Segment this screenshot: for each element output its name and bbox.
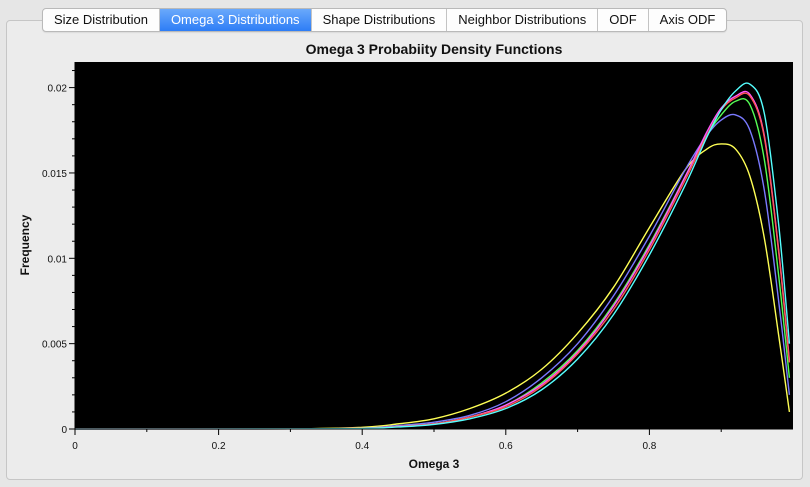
- plot-area: [75, 62, 793, 429]
- axes-group: 0 0.2 0.4 0.6 0.8 0 0.005 0.01 0.015 0.02: [42, 62, 793, 452]
- tab-axis-odf[interactable]: Axis ODF: [659, 12, 716, 27]
- x-tick-label: 0.2: [212, 441, 226, 452]
- chart-title: Omega 3 Probabiity Density Functions: [306, 41, 563, 57]
- tab-odf[interactable]: ODF: [598, 9, 649, 31]
- y-tick-label: 0.015: [42, 169, 67, 180]
- y-tick-label: 0.02: [48, 84, 68, 95]
- x-tick-label: 0.6: [499, 441, 513, 452]
- tab-omega3-distributions[interactable]: Omega 3 Distributions: [159, 9, 312, 31]
- series-line-5: [74, 82, 791, 430]
- y-tick-label: 0.01: [48, 254, 68, 265]
- tab-bar: Size Distribution Omega 3 Distributions …: [42, 8, 728, 32]
- tab-shape-distributions[interactable]: Shape Distributions: [312, 9, 448, 31]
- tab-neighbor-distributions[interactable]: Neighbor Distributions: [447, 9, 599, 31]
- series-group: [74, 82, 791, 430]
- y-tick-label: 0.005: [42, 340, 67, 351]
- x-axis-label: Omega 3: [409, 457, 460, 471]
- tab-size-distribution[interactable]: Size Distribution: [43, 9, 160, 31]
- x-tick-label: 0.4: [355, 441, 369, 452]
- x-tick-label: 0.8: [642, 441, 656, 452]
- series-line-0: [74, 143, 791, 430]
- y-axis-label: Frequency: [18, 214, 32, 275]
- y-tick-label: 0: [61, 425, 67, 436]
- x-tick-label: 0: [72, 441, 78, 452]
